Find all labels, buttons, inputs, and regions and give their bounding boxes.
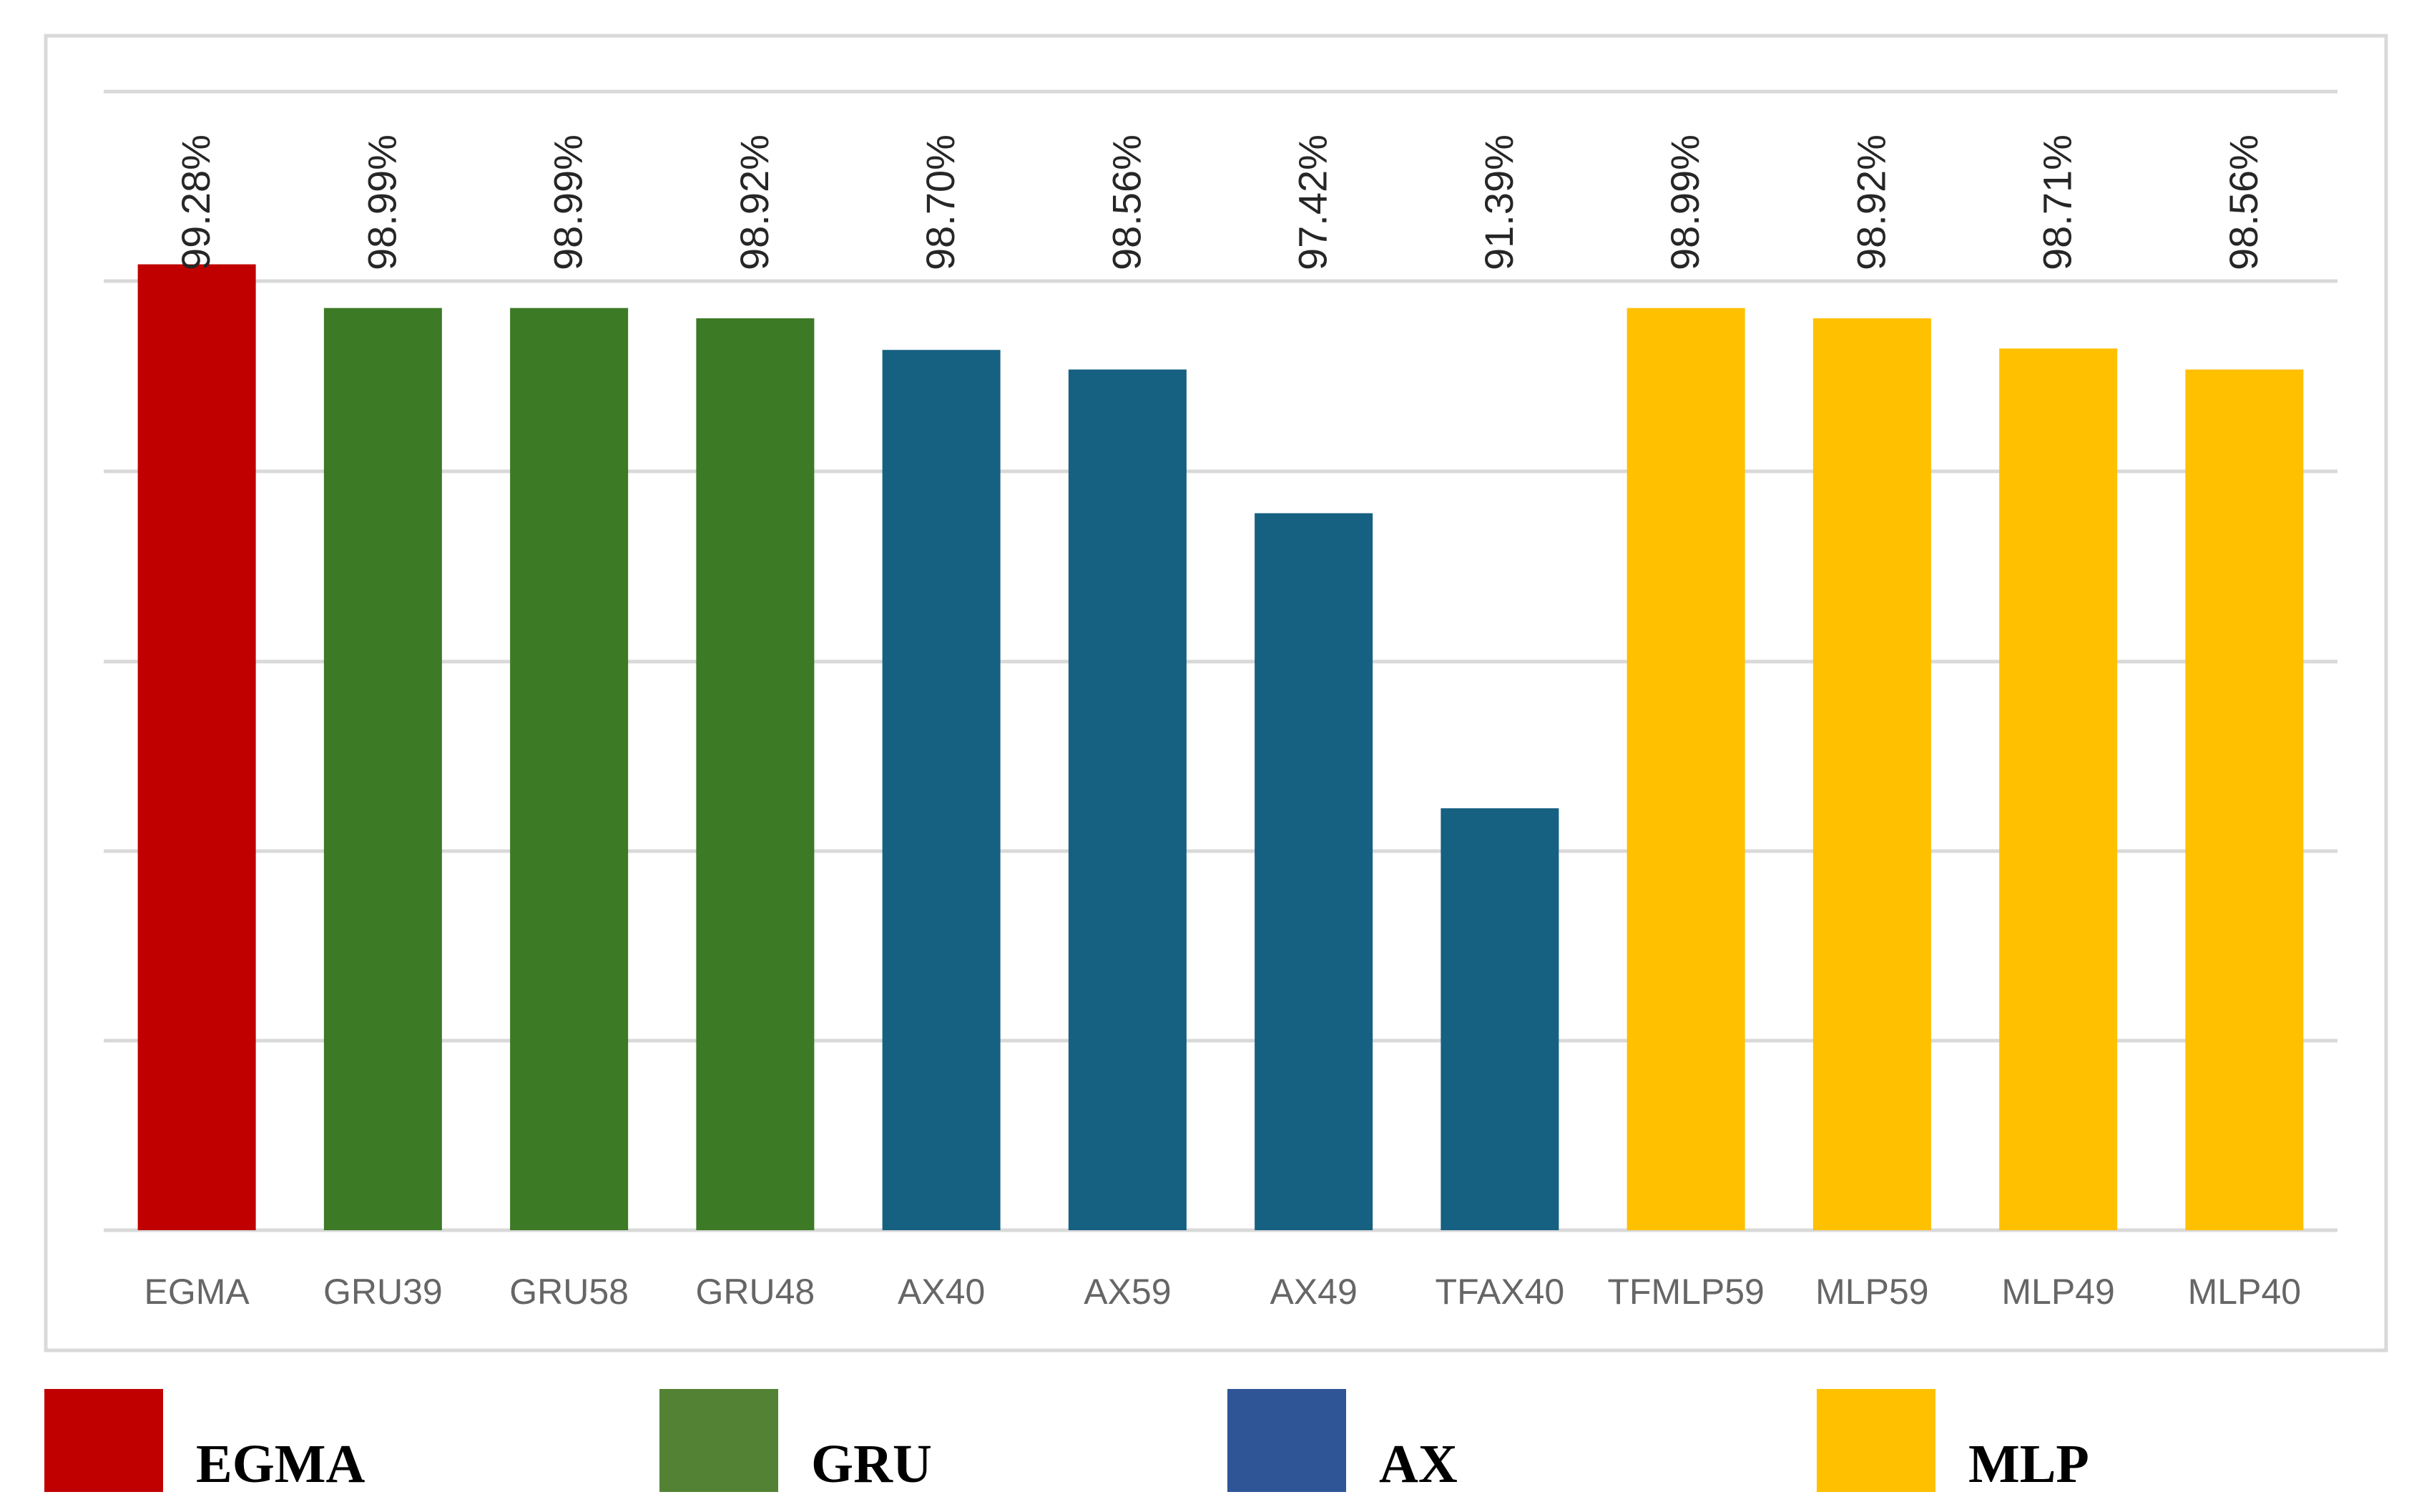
bar-ax59 (1068, 369, 1187, 1230)
bar-gru58 (510, 308, 629, 1230)
x-tick-label-mlp59: MLP59 (1815, 1272, 1928, 1312)
bar-tfmlp59 (1626, 308, 1745, 1230)
legend-swatch-egma (44, 1389, 163, 1492)
legend-label-egma: EGMA (196, 1434, 365, 1494)
legend-label-gru: GRU (811, 1434, 932, 1494)
x-tick-label-tfmlp59: TFMLP59 (1607, 1272, 1765, 1312)
legend-swatch-gru (659, 1389, 778, 1492)
value-label-ax59: 98.56% (1104, 134, 1149, 270)
value-label-ax49: 97.42% (1290, 134, 1335, 270)
x-tick-label-tfax40: TFAX40 (1436, 1272, 1565, 1312)
bars (137, 264, 2304, 1230)
value-labels: 99.28% 98.99% 98.99% 98.92% 98.70% 98.56% 97.4… (173, 134, 2266, 270)
bar-egma (137, 264, 256, 1230)
bar-mlp59 (1812, 318, 1931, 1230)
value-label-ax40: 98.70% (918, 134, 963, 270)
x-tick-label-mlp40: MLP40 (2188, 1272, 2301, 1312)
bar-mlp40 (2185, 369, 2304, 1230)
value-label-mlp49: 98.71% (2035, 134, 2080, 270)
value-label-mlp40: 98.56% (2221, 134, 2266, 270)
x-tick-label-gru39: GRU39 (323, 1272, 443, 1312)
legend-swatch-ax (1227, 1389, 1346, 1492)
legend-label-ax: AX (1379, 1434, 1458, 1494)
x-tick-label-mlp49: MLP49 (2001, 1272, 2114, 1312)
legend-label-mlp: MLP (1968, 1434, 2089, 1494)
x-tick-label-ax49: AX49 (1270, 1272, 1357, 1312)
value-label-tfmlp59: 98.99% (1662, 134, 1707, 270)
bar-mlp49 (1999, 348, 2118, 1230)
x-tick-label-gru58: GRU58 (509, 1272, 629, 1312)
bar-gru48 (696, 318, 815, 1230)
value-label-mlp59: 98.92% (1848, 134, 1893, 270)
gridlines (104, 89, 2337, 1232)
value-label-tfax40: 91.39% (1476, 134, 1521, 270)
value-label-egma: 99.28% (173, 134, 218, 270)
value-label-gru48: 98.92% (732, 134, 777, 270)
x-tick-label-ax40: AX40 (898, 1272, 985, 1312)
x-tick-label-ax59: AX59 (1084, 1272, 1171, 1312)
legend: EGMA GRU AX MLP (44, 1389, 2089, 1494)
legend-swatch-mlp (1817, 1389, 1935, 1492)
bar-ax49 (1255, 513, 1373, 1230)
value-label-gru39: 98.99% (359, 134, 404, 270)
x-tick-label-gru48: GRU48 (696, 1272, 815, 1312)
bar-tfax40 (1441, 808, 1559, 1230)
value-label-gru58: 98.99% (546, 134, 591, 270)
bar-ax40 (882, 350, 1001, 1230)
bar-gru39 (323, 308, 442, 1230)
x-tick-labels: EGMA GRU39 GRU58 GRU48 AX40 AX59 AX49 TFAX40 TFM… (144, 1272, 2302, 1312)
x-tick-label-egma: EGMA (144, 1272, 250, 1312)
